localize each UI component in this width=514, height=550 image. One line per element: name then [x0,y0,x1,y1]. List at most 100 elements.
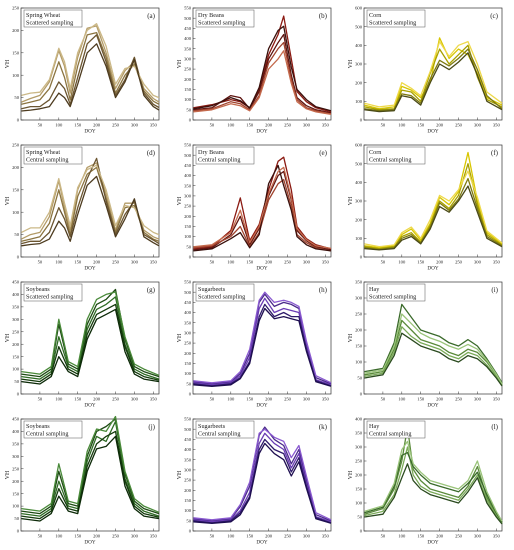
series-line [364,326,503,386]
y-tick-label: 100 [355,360,363,365]
panel-title: Sugarbeets [198,423,226,430]
y-tick-label: 50 [186,518,191,523]
y-tick-label: 300 [184,331,192,336]
y-tick-label: 100 [184,97,192,102]
panel-title: Hay [369,423,380,430]
x-tick-label: 300 [303,534,311,539]
plot-frame [363,281,503,395]
panel-subtitle: Central sampling [198,431,240,438]
series-line [364,170,503,248]
y-axis-label: VH [177,59,183,68]
y-tick-label: 300 [12,454,20,459]
series-line [21,415,160,513]
x-tick-label: 100 [55,534,63,539]
series-line [21,175,160,247]
y-tick-label: 200 [355,217,363,222]
y-tick-label: 50 [357,376,362,381]
y-tick-label: 500 [184,16,192,21]
y-tick-label: 450 [12,280,20,285]
x-tick-label: 150 [246,260,254,265]
panel-subtitle: Scattered sampling [26,294,73,301]
panel-letter: (b) [319,12,328,20]
panel-subtitle: Central sampling [369,431,411,438]
y-axis-label: VH [348,333,354,342]
x-tick-label: 150 [74,534,82,539]
series-line [364,446,503,524]
y-tick-label: 0 [17,255,20,260]
x-tick-label: 150 [74,397,82,402]
panel-h: 0 50 100 150 200 250 300 350 400 450 500 550 50 100 15… [177,280,332,409]
panel-title: Sugarbeets [198,286,226,293]
title-box [195,9,255,28]
series-line [21,435,160,522]
series-line [21,166,160,242]
series-line [21,162,160,240]
title-box [195,283,255,302]
y-tick-label: 100 [184,508,192,513]
y-axis-label: VH [5,333,11,342]
plot-frame [20,7,160,121]
x-tick-label: 350 [322,397,330,402]
x-tick-label: 300 [303,260,311,265]
series-line [21,164,160,236]
y-tick-label: 550 [184,417,192,422]
series-line [364,451,503,523]
y-tick-label: 50 [14,516,19,521]
title-box [366,9,426,28]
x-tick-label: 250 [112,397,120,402]
panel-title: Corn [369,149,381,156]
series-line [21,31,160,105]
y-tick-label: 100 [12,73,20,78]
y-tick-label: 350 [184,320,192,325]
y-tick-label: 0 [17,118,20,123]
y-axis-label: VH [348,59,354,68]
y-tick-label: 150 [12,50,20,55]
x-tick-label: 50 [381,260,386,265]
x-tick-label: 200 [436,260,444,265]
panel-f: 0 100 200 300 400 500 600 50 100 150 200 250 300 350 D… [348,143,503,272]
x-tick-label: 150 [246,123,254,128]
y-tick-label: 100 [184,234,192,239]
series-line [364,48,503,112]
series-line [193,41,332,115]
x-tick-label: 300 [474,397,482,402]
y-axis-label: VH [5,59,11,68]
x-tick-label: 300 [474,123,482,128]
series-line [193,164,332,252]
y-tick-label: 450 [184,163,192,168]
x-axis-label: DOY [427,403,438,409]
y-tick-label: 250 [12,466,20,471]
x-tick-label: 300 [131,260,139,265]
series-line [193,166,332,250]
y-tick-label: 300 [355,62,363,67]
panel-j: 0 50 100 150 200 250 300 350 400 450 50 100 150 200 25… [5,415,160,546]
y-tick-label: 500 [355,161,363,166]
y-tick-label: 400 [355,417,363,422]
y-tick-label: 50 [357,515,362,520]
y-tick-label: 0 [189,255,192,260]
y-tick-label: 50 [186,107,191,112]
y-tick-label: 150 [12,354,20,359]
y-tick-label: 0 [17,392,20,397]
x-tick-label: 250 [284,123,292,128]
panel-subtitle: Scattered sampling [369,294,416,301]
panel-k: 0 50 100 150 200 250 300 350 400 450 500 550 50 100 15… [177,417,332,546]
y-tick-label: 0 [360,529,363,534]
panel-letter: (l) [491,423,498,431]
series-line [193,442,332,524]
panel-subtitle: Scattered sampling [369,20,416,27]
series-line [193,25,332,112]
panel-subtitle: Central sampling [369,157,411,164]
y-axis-label: VH [348,196,354,205]
title-box [23,146,83,165]
series-line [193,178,332,252]
x-tick-label: 200 [93,260,101,265]
series-line [364,52,503,113]
y-tick-label: 350 [355,280,363,285]
x-tick-label: 200 [265,260,273,265]
y-axis-label: VH [177,333,183,342]
y-tick-label: 300 [355,296,363,301]
y-axis-label: VH [177,470,183,479]
y-tick-label: 50 [14,379,19,384]
